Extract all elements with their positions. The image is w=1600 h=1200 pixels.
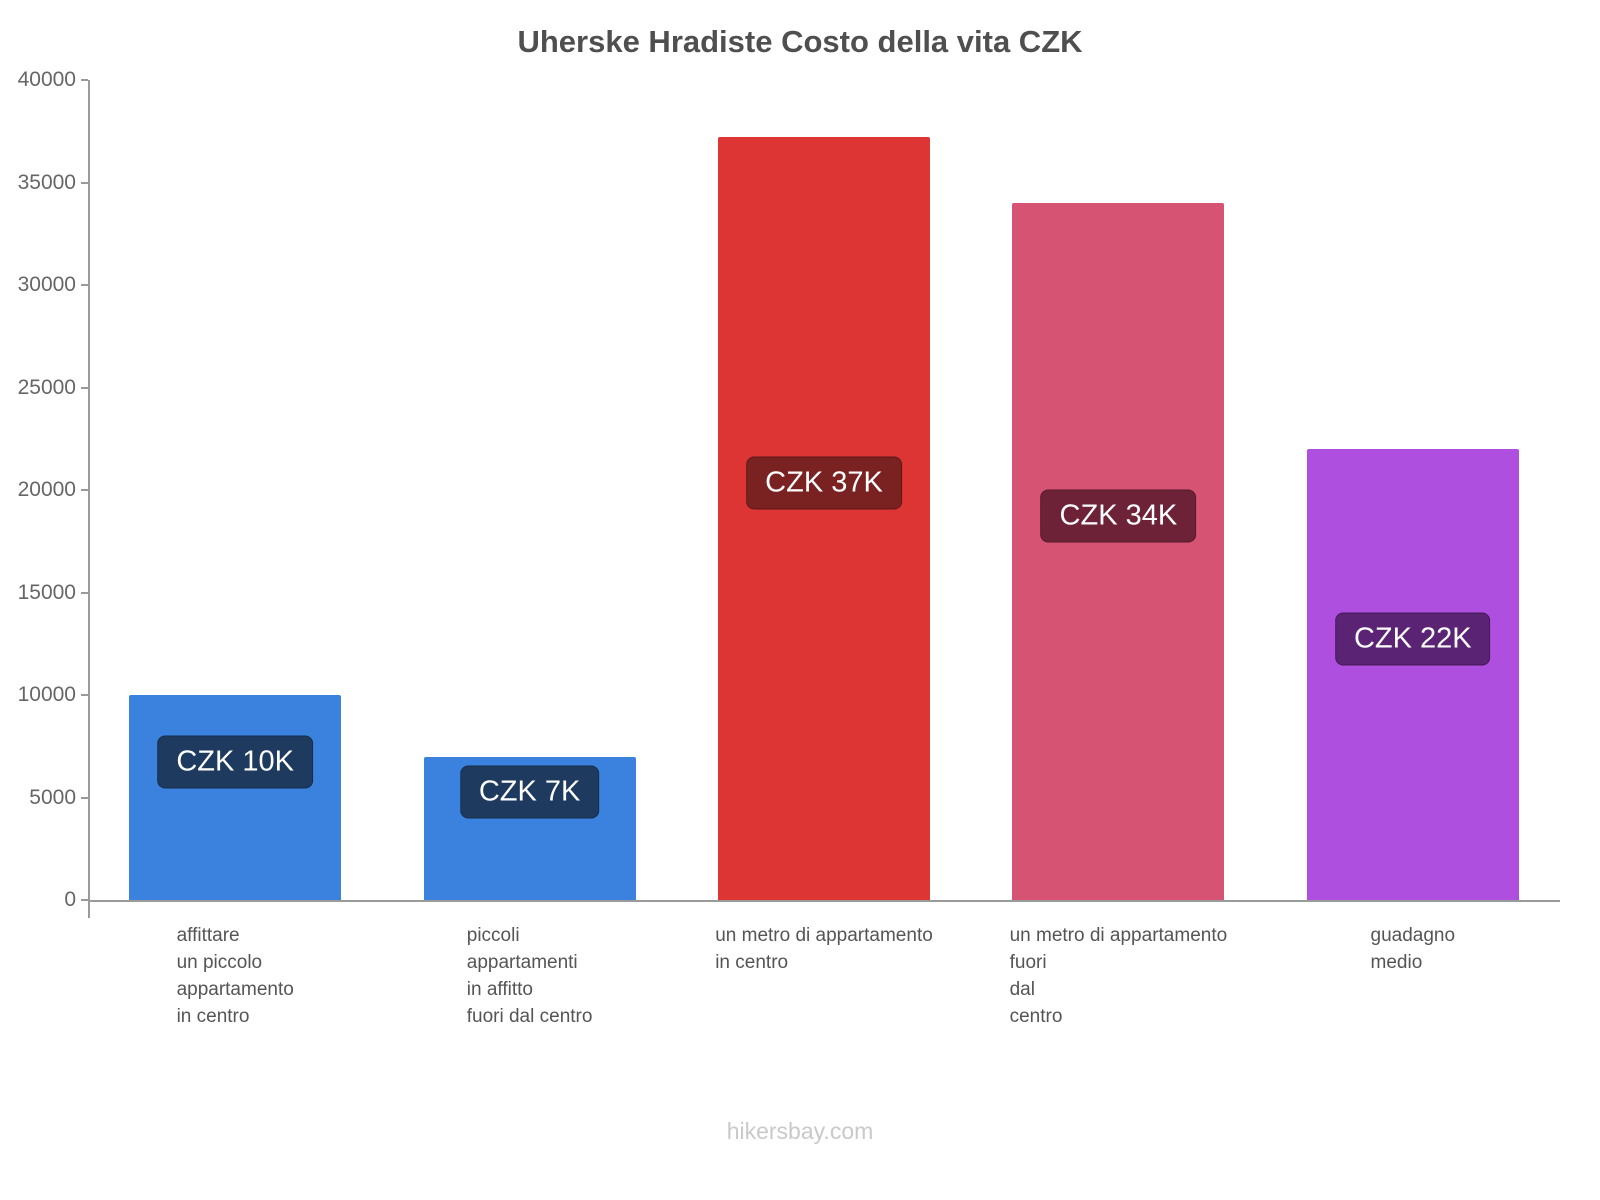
y-tick-label: 5000 [29,785,76,809]
y-tick-mark [81,694,88,696]
x-axis [88,900,1560,902]
y-tick-mark [81,899,88,901]
bar-value-label-3: CZK 37K [746,456,902,510]
bar-value-label-1: CZK 10K [157,735,314,788]
bar-4 [1012,203,1225,900]
category-label-2: piccoli appartamenti in affitto fuori dal c… [466,925,593,1027]
bar-5 [1306,449,1519,900]
y-tick-label: 30000 [17,273,76,296]
category-label-5: guadagno medio [1370,925,1456,973]
category-label-3: un metro di appartamento in centro [715,925,933,973]
category-label-4: un metro di appartamento fuori dal centro [1009,925,1228,1027]
chart-title: Uherske Hradiste Costo della vita CZK [517,24,1083,59]
bar-value-label-2: CZK 7K [459,765,600,819]
category-label-1: affittare un piccolo appartamento in centro [176,925,294,1027]
y-tick-mark [81,79,88,81]
y-tick-mark [81,489,88,491]
y-axis [88,80,90,918]
watermark-hikersbay: hikersbay.com [726,1118,874,1144]
y-tick-mark [81,181,88,184]
y-tick-label: 20000 [17,478,76,501]
y-tick-mark [81,796,88,799]
y-tick-mark [81,386,88,389]
y-tick-label: 40000 [17,68,76,91]
bar-1 [129,695,342,900]
y-tick-mark [81,591,88,594]
y-tick-label: 15000 [17,580,76,604]
bar-3 [718,137,930,900]
y-tick-label: 25000 [17,375,76,399]
bar-value-label-4: CZK 34K [1040,489,1197,542]
bar-value-label-5: CZK 22K [1334,612,1491,665]
y-tick-mark [81,284,88,286]
y-tick-label: 0 [64,888,76,911]
y-tick-label: 35000 [17,170,76,194]
y-tick-label: 10000 [17,683,76,706]
